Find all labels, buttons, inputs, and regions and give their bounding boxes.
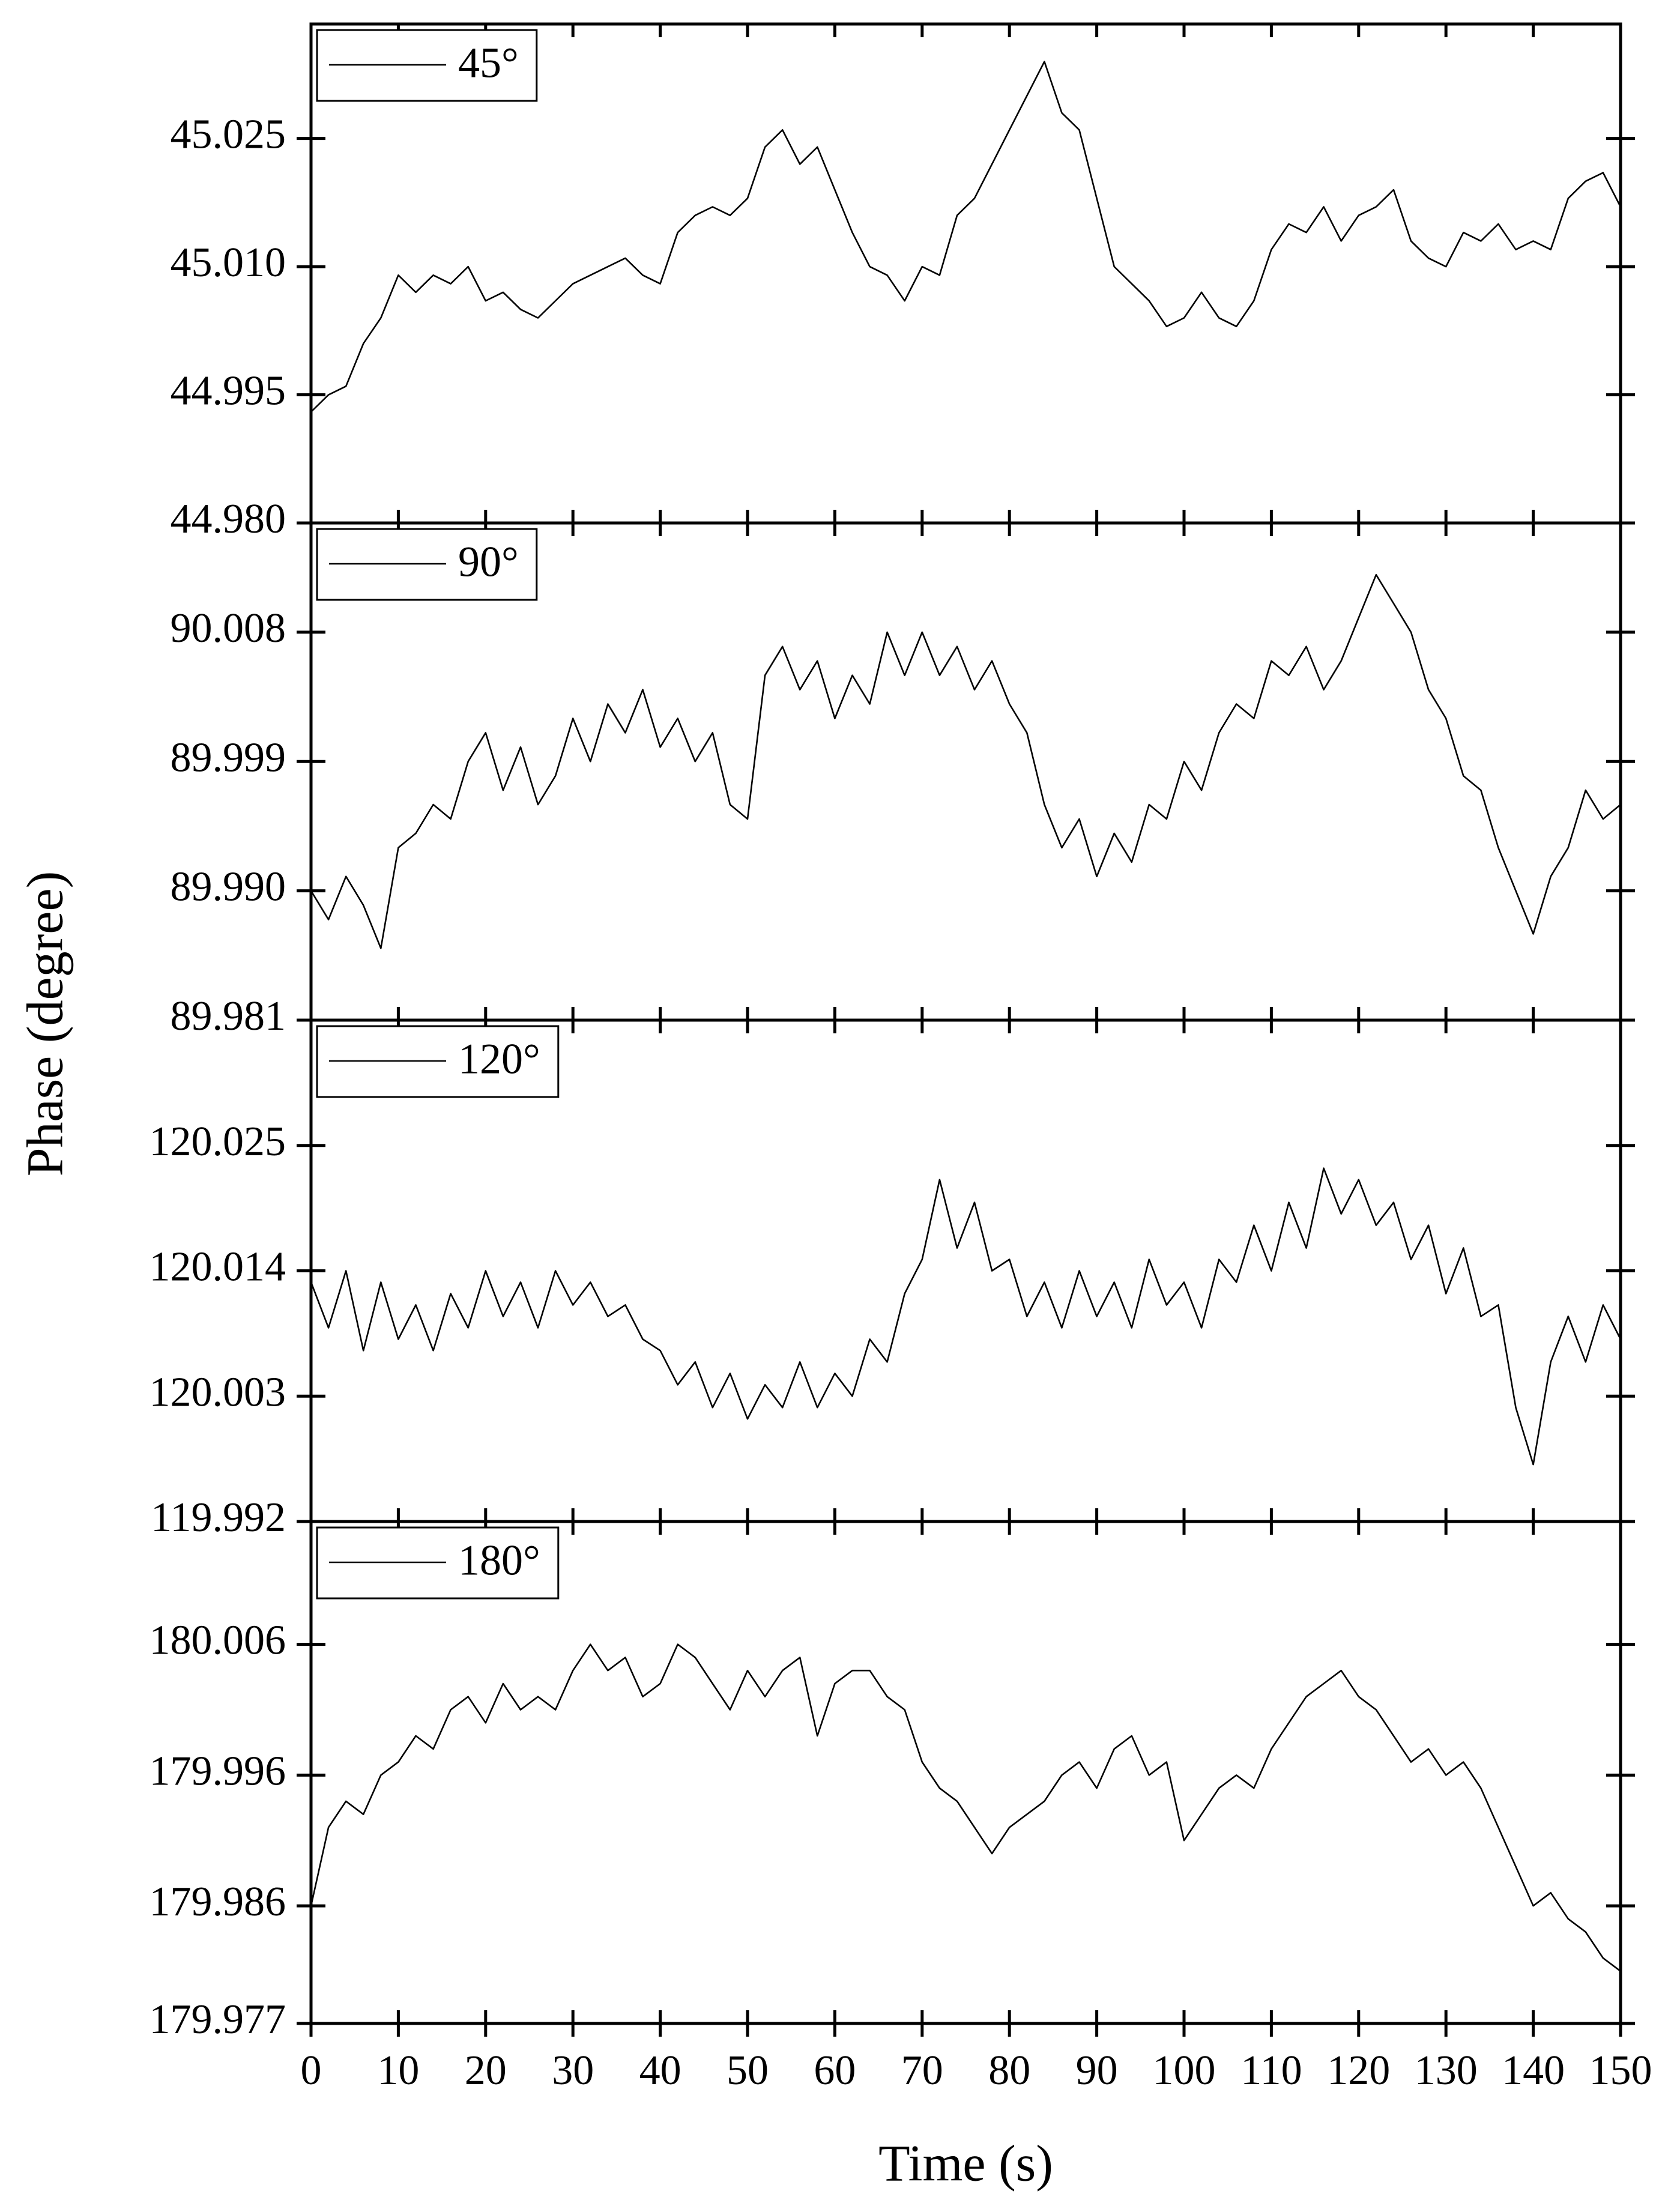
y-tick-label: 179.977 (150, 1996, 286, 2043)
x-tick-label: 40 (639, 2047, 681, 2094)
x-tick-label: 0 (301, 2047, 322, 2094)
x-axis-label: Time (s) (878, 2135, 1053, 2192)
y-tick-label: 90.008 (171, 605, 286, 651)
x-tick-label: 100 (1153, 2047, 1216, 2094)
data-line (310, 1167, 1622, 1466)
x-tick-label: 20 (465, 2047, 507, 2094)
x-tick-label: 60 (814, 2047, 856, 2094)
legend-label: 180° (458, 1537, 540, 1585)
x-tick-label: 50 (727, 2047, 769, 2094)
data-line (310, 61, 1622, 412)
x-tick-label: 130 (1415, 2047, 1478, 2094)
y-tick-label: 120.003 (150, 1369, 286, 1415)
y-tick-label: 89.999 (171, 734, 286, 781)
x-tick-label: 30 (552, 2047, 594, 2094)
data-line (310, 573, 1621, 949)
plot-frame (309, 1520, 1622, 2025)
y-tick-label: 45.010 (171, 240, 286, 286)
legend-label: 90° (458, 538, 519, 586)
y-tick-label: 89.990 (171, 864, 286, 910)
y-tick-label: 44.980 (171, 496, 286, 542)
x-tick-label: 110 (1240, 2047, 1302, 2094)
y-tick-label: 89.981 (171, 993, 286, 1039)
y-tick-label: 179.986 (150, 1879, 286, 1925)
x-tick-label: 70 (901, 2047, 943, 2094)
x-tick-label: 120 (1327, 2047, 1390, 2094)
y-tick-label: 44.995 (171, 368, 286, 414)
x-tick-label: 150 (1589, 2047, 1652, 2094)
x-tick-label: 80 (988, 2047, 1030, 2094)
x-tick-label: 140 (1502, 2047, 1565, 2094)
y-tick-label: 45.025 (171, 112, 286, 158)
y-tick-label: 120.014 (150, 1244, 286, 1290)
legend-label: 45° (458, 39, 519, 87)
y-tick-label: 119.992 (151, 1494, 286, 1541)
y-tick-label: 180.006 (150, 1618, 286, 1664)
x-tick-label: 90 (1076, 2047, 1118, 2094)
y-tick-label: 120.025 (150, 1119, 286, 1165)
y-axis-label: Phase (degree) (16, 871, 74, 1177)
data-line (310, 1643, 1621, 1972)
y-tick-label: 179.996 (150, 1748, 286, 1794)
legend-label: 120° (458, 1035, 540, 1083)
x-tick-label: 10 (377, 2047, 419, 2094)
